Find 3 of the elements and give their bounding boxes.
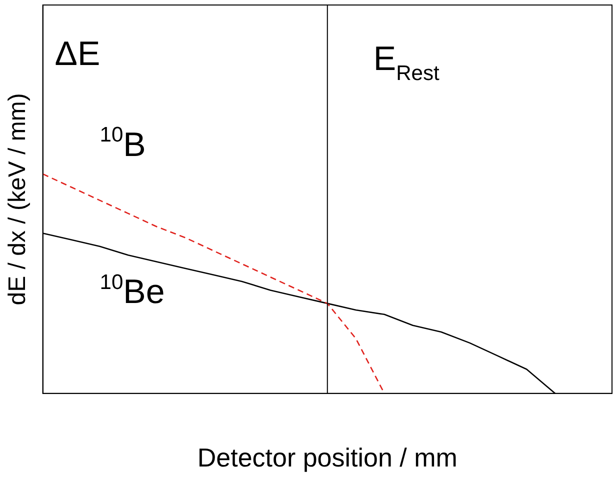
y-axis-title: dE / dx / (keV / mm) [4,93,32,306]
x-axis-title: Detector position / mm [197,442,458,473]
text: ΔE [54,35,100,73]
